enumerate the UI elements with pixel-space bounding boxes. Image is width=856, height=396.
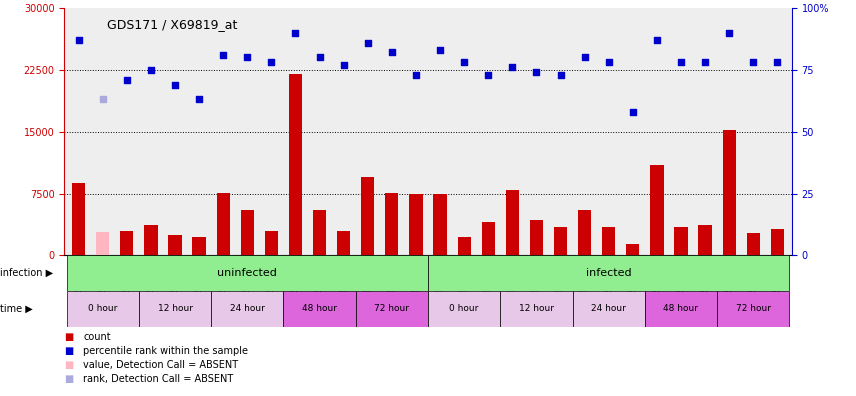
Bar bbox=[698, 225, 711, 255]
Text: ■: ■ bbox=[64, 374, 74, 384]
Text: infected: infected bbox=[586, 268, 632, 278]
Point bbox=[770, 59, 784, 65]
Bar bbox=[428, 291, 500, 327]
Text: value, Detection Call = ABSENT: value, Detection Call = ABSENT bbox=[83, 360, 238, 370]
Bar bbox=[645, 291, 717, 327]
Bar bbox=[139, 291, 211, 327]
Point bbox=[626, 109, 639, 115]
Text: uninfected: uninfected bbox=[217, 268, 277, 278]
Point bbox=[96, 96, 110, 103]
Point bbox=[288, 29, 302, 36]
Point bbox=[241, 54, 254, 61]
Bar bbox=[554, 227, 568, 255]
Bar bbox=[337, 230, 350, 255]
Point bbox=[217, 52, 230, 58]
Bar bbox=[288, 74, 302, 255]
Bar bbox=[428, 255, 789, 291]
Text: percentile rank within the sample: percentile rank within the sample bbox=[83, 346, 248, 356]
Text: 12 hour: 12 hour bbox=[158, 305, 193, 313]
Bar bbox=[193, 237, 205, 255]
Text: count: count bbox=[83, 331, 110, 342]
Bar bbox=[500, 291, 573, 327]
Bar bbox=[265, 230, 278, 255]
Bar bbox=[573, 291, 645, 327]
Bar bbox=[67, 291, 139, 327]
Point bbox=[336, 62, 350, 68]
Bar bbox=[482, 223, 495, 255]
Bar bbox=[72, 183, 86, 255]
Point bbox=[578, 54, 591, 61]
Bar bbox=[217, 193, 230, 255]
Point bbox=[650, 37, 663, 43]
Point bbox=[530, 69, 544, 75]
Bar bbox=[626, 244, 639, 255]
Bar bbox=[770, 229, 784, 255]
Point bbox=[506, 64, 520, 70]
Point bbox=[722, 29, 736, 36]
Bar bbox=[241, 210, 254, 255]
Text: ■: ■ bbox=[64, 346, 74, 356]
Bar bbox=[283, 291, 356, 327]
Point bbox=[746, 59, 760, 65]
Bar bbox=[356, 291, 428, 327]
Point bbox=[72, 37, 86, 43]
Point bbox=[481, 72, 495, 78]
Bar bbox=[169, 235, 181, 255]
Text: 72 hour: 72 hour bbox=[736, 305, 770, 313]
Bar bbox=[651, 165, 663, 255]
Point bbox=[312, 54, 326, 61]
Point bbox=[675, 59, 688, 65]
Point bbox=[457, 59, 471, 65]
Text: 0 hour: 0 hour bbox=[88, 305, 117, 313]
Bar bbox=[746, 233, 760, 255]
Bar bbox=[578, 210, 591, 255]
Bar bbox=[602, 227, 615, 255]
Point bbox=[433, 47, 447, 53]
Point bbox=[361, 40, 375, 46]
Point bbox=[168, 82, 181, 88]
Bar bbox=[145, 225, 158, 255]
Text: rank, Detection Call = ABSENT: rank, Detection Call = ABSENT bbox=[83, 374, 234, 384]
Point bbox=[265, 59, 278, 65]
Text: 72 hour: 72 hour bbox=[374, 305, 409, 313]
Point bbox=[120, 76, 134, 83]
Text: 24 hour: 24 hour bbox=[591, 305, 626, 313]
Bar bbox=[211, 291, 283, 327]
Point bbox=[144, 67, 158, 73]
Bar bbox=[457, 237, 471, 255]
Bar bbox=[717, 291, 789, 327]
Bar bbox=[409, 194, 423, 255]
Text: 48 hour: 48 hour bbox=[663, 305, 698, 313]
Text: 24 hour: 24 hour bbox=[230, 305, 265, 313]
Bar bbox=[722, 130, 736, 255]
Point bbox=[409, 72, 423, 78]
Bar bbox=[506, 190, 519, 255]
Text: time ▶: time ▶ bbox=[0, 304, 33, 314]
Point bbox=[554, 72, 568, 78]
Point bbox=[385, 49, 399, 55]
Text: 48 hour: 48 hour bbox=[302, 305, 337, 313]
Text: ■: ■ bbox=[64, 360, 74, 370]
Text: GDS171 / X69819_at: GDS171 / X69819_at bbox=[107, 18, 237, 31]
Text: ■: ■ bbox=[64, 331, 74, 342]
Bar bbox=[313, 210, 326, 255]
Bar bbox=[385, 193, 399, 255]
Point bbox=[602, 59, 615, 65]
Text: infection ▶: infection ▶ bbox=[0, 268, 53, 278]
Point bbox=[193, 96, 206, 103]
Bar bbox=[433, 194, 447, 255]
Bar bbox=[96, 232, 110, 255]
Bar bbox=[361, 177, 374, 255]
Bar bbox=[120, 230, 134, 255]
Text: 12 hour: 12 hour bbox=[519, 305, 554, 313]
Bar bbox=[675, 227, 687, 255]
Bar bbox=[67, 255, 428, 291]
Text: 0 hour: 0 hour bbox=[449, 305, 479, 313]
Point bbox=[698, 59, 712, 65]
Bar bbox=[530, 220, 543, 255]
